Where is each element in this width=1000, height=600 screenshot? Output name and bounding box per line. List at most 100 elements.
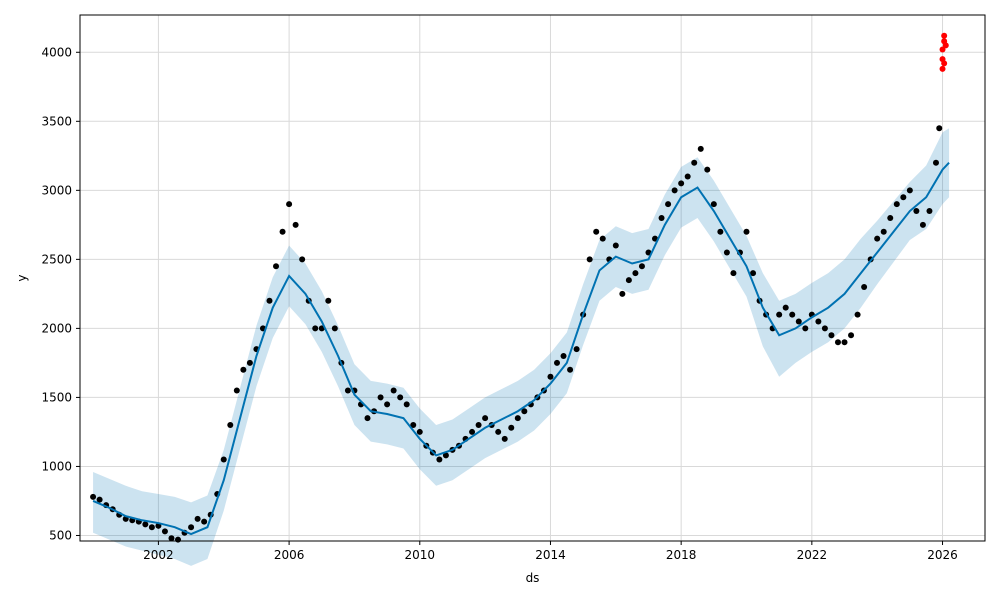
future-point bbox=[939, 65, 946, 72]
observed-point bbox=[861, 283, 868, 290]
observed-point bbox=[854, 311, 861, 318]
observed-point bbox=[789, 311, 796, 318]
observed-point bbox=[776, 311, 783, 318]
observed-point bbox=[188, 524, 195, 531]
observed-point bbox=[567, 366, 574, 373]
observed-point bbox=[723, 249, 730, 256]
observed-point bbox=[286, 201, 293, 208]
observed-point bbox=[364, 415, 371, 422]
future-point bbox=[942, 42, 949, 49]
observed-point bbox=[874, 235, 881, 242]
observed-point bbox=[573, 346, 580, 353]
observed-point bbox=[710, 201, 717, 208]
x-tick-label: 2026 bbox=[927, 548, 958, 562]
x-tick-label: 2006 bbox=[274, 548, 305, 562]
observed-point bbox=[273, 263, 280, 270]
x-tick-label: 2014 bbox=[535, 548, 566, 562]
observed-point bbox=[377, 394, 384, 401]
x-tick-label: 2018 bbox=[666, 548, 697, 562]
observed-point bbox=[416, 428, 423, 435]
observed-point bbox=[299, 256, 306, 263]
observed-point bbox=[638, 263, 645, 270]
observed-point bbox=[201, 518, 208, 525]
plot-frame bbox=[79, 14, 986, 542]
observed-point bbox=[279, 228, 286, 235]
observed-point bbox=[220, 456, 227, 463]
observed-point bbox=[821, 325, 828, 332]
observed-point bbox=[612, 242, 619, 249]
observed-point bbox=[691, 159, 698, 166]
observed-point bbox=[593, 228, 600, 235]
observed-point bbox=[880, 228, 887, 235]
observed-point bbox=[508, 424, 515, 431]
observed-point bbox=[521, 408, 528, 415]
observed-point bbox=[410, 422, 417, 429]
observed-point bbox=[90, 493, 97, 500]
y-tick-label: 1500 bbox=[41, 390, 72, 404]
y-axis-ticks: 500 1000 1500 2000 2500 3000 3500 4000 bbox=[41, 45, 80, 542]
observed-point bbox=[697, 145, 704, 152]
y-tick-label: 3500 bbox=[41, 114, 72, 128]
observed-point bbox=[403, 401, 410, 408]
observed-point bbox=[932, 159, 939, 166]
observed-point bbox=[913, 208, 920, 215]
future-point bbox=[941, 32, 948, 39]
observed-point bbox=[828, 332, 835, 339]
x-axis-title: ds bbox=[526, 571, 540, 585]
observed-point bbox=[194, 515, 201, 522]
observed-point bbox=[161, 528, 168, 535]
y-tick-label: 2500 bbox=[41, 252, 72, 266]
observed-point bbox=[750, 270, 757, 277]
observed-point bbox=[658, 214, 665, 221]
observed-point bbox=[142, 521, 149, 528]
observed-point bbox=[919, 221, 926, 228]
observed-point bbox=[936, 125, 943, 132]
observed-point bbox=[671, 187, 678, 194]
observed-point bbox=[586, 256, 593, 263]
observed-point bbox=[292, 221, 299, 228]
y-tick-label: 2000 bbox=[41, 321, 72, 335]
observed-point bbox=[926, 208, 933, 215]
y-tick-label: 3000 bbox=[41, 183, 72, 197]
observed-point bbox=[730, 270, 737, 277]
y-axis-title: y bbox=[15, 274, 29, 281]
observed-point bbox=[560, 353, 567, 360]
observed-point bbox=[782, 304, 789, 311]
y-tick-label: 1000 bbox=[41, 459, 72, 473]
observed-point bbox=[331, 325, 338, 332]
observed-point bbox=[704, 166, 711, 173]
observed-point bbox=[168, 535, 175, 542]
future-points bbox=[939, 32, 949, 72]
observed-point bbox=[514, 415, 521, 422]
observed-point bbox=[815, 318, 822, 325]
observed-point bbox=[312, 325, 319, 332]
observed-point bbox=[665, 201, 672, 208]
observed-point bbox=[325, 297, 332, 304]
observed-point bbox=[233, 387, 240, 394]
observed-point bbox=[848, 332, 855, 339]
observed-point bbox=[900, 194, 907, 201]
observed-point bbox=[632, 270, 639, 277]
observed-point bbox=[148, 524, 155, 531]
observed-point bbox=[482, 415, 489, 422]
observed-point bbox=[436, 456, 443, 463]
observed-point bbox=[246, 359, 253, 366]
observed-point bbox=[495, 428, 502, 435]
grid bbox=[80, 15, 985, 541]
observed-point bbox=[678, 180, 685, 187]
observed-point bbox=[501, 435, 508, 442]
observed-point bbox=[802, 325, 809, 332]
observed-point bbox=[240, 366, 247, 373]
observed-point bbox=[625, 277, 632, 284]
x-tick-label: 2022 bbox=[797, 548, 828, 562]
observed-point bbox=[475, 422, 482, 429]
observed-point bbox=[344, 387, 351, 394]
observed-point bbox=[834, 339, 841, 346]
observed-point bbox=[743, 228, 750, 235]
observed-point bbox=[175, 536, 182, 543]
x-tick-label: 2002 bbox=[143, 548, 174, 562]
observed-point bbox=[554, 359, 561, 366]
x-axis-ticks: 2002 2006 2010 2014 2018 2022 2026 bbox=[143, 541, 958, 562]
observed-point bbox=[384, 401, 391, 408]
